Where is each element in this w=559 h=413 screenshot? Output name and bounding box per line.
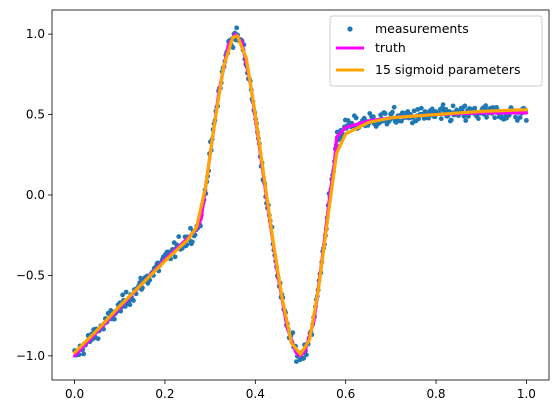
measurement-point bbox=[415, 107, 421, 112]
measurement-point bbox=[138, 275, 144, 281]
measurement-point bbox=[411, 108, 417, 114]
x-tick-label: 0.2 bbox=[155, 387, 174, 401]
line-layer bbox=[72, 32, 529, 358]
x-tick-label: 1.0 bbox=[517, 387, 536, 401]
x-tick-label: 0.8 bbox=[426, 387, 445, 401]
y-tick-label: −0.5 bbox=[16, 268, 45, 282]
measurement-point bbox=[391, 104, 397, 110]
legend: measurements truth 15 sigmoid parameters bbox=[329, 15, 543, 87]
measurement-point bbox=[462, 103, 468, 109]
y-tick-label: 0.0 bbox=[26, 188, 45, 202]
measurement-point bbox=[290, 330, 296, 336]
measurement-point bbox=[361, 115, 367, 121]
legend-label-fit: 15 sigmoid parameters bbox=[375, 62, 521, 77]
measurement-point bbox=[450, 103, 456, 109]
measurement-point bbox=[123, 289, 129, 295]
measurement-point bbox=[416, 116, 422, 122]
measurement-point bbox=[301, 355, 307, 361]
measurement-point bbox=[345, 118, 351, 123]
measurement-point bbox=[476, 116, 481, 121]
legend-box bbox=[329, 15, 543, 87]
measurement-point bbox=[524, 118, 529, 123]
y-tick-label: 1.0 bbox=[26, 27, 45, 41]
measurement-point bbox=[399, 118, 404, 124]
measurement-point bbox=[112, 316, 117, 322]
measurement-point bbox=[294, 359, 299, 364]
measurement-point bbox=[382, 111, 388, 117]
legend-marker-measurements bbox=[347, 26, 353, 32]
measurement-point bbox=[189, 239, 195, 245]
measurement-point bbox=[353, 115, 359, 121]
legend-label-truth: truth bbox=[375, 40, 406, 55]
measurement-point bbox=[448, 117, 454, 123]
measurement-point bbox=[95, 336, 101, 342]
y-axis: −1.0 −0.5 0.0 0.5 1.0 bbox=[16, 27, 52, 363]
fit-line bbox=[72, 34, 529, 356]
measurement-point bbox=[484, 114, 489, 120]
x-axis: 0.0 0.2 0.4 0.6 0.8 1.0 bbox=[65, 380, 536, 401]
measurement-point bbox=[188, 225, 193, 231]
measurement-point bbox=[492, 115, 498, 121]
measurement-point bbox=[370, 114, 376, 120]
measurement-point bbox=[234, 25, 240, 31]
measurement-point bbox=[127, 302, 133, 308]
measurement-point bbox=[429, 106, 435, 112]
legend-label-measurements: measurements bbox=[375, 21, 469, 36]
measurement-point bbox=[176, 234, 182, 240]
measurement-point bbox=[230, 45, 236, 50]
measurement-point bbox=[390, 109, 395, 115]
measurement-point bbox=[517, 115, 523, 120]
measurement-point bbox=[483, 103, 489, 109]
measurement-point bbox=[463, 118, 469, 123]
measurement-point bbox=[172, 254, 178, 260]
measurement-point bbox=[120, 292, 125, 298]
x-tick-label: 0.6 bbox=[336, 387, 355, 401]
x-tick-label: 0.0 bbox=[65, 387, 84, 401]
measurement-point bbox=[472, 105, 478, 111]
y-tick-label: −1.0 bbox=[16, 349, 45, 363]
measurement-point bbox=[303, 352, 309, 358]
measurement-point bbox=[81, 351, 87, 357]
measurement-point bbox=[131, 298, 136, 303]
y-tick-label: 0.5 bbox=[26, 108, 45, 122]
measurement-point bbox=[438, 116, 444, 122]
measurement-point bbox=[418, 105, 424, 111]
x-tick-label: 0.4 bbox=[246, 387, 265, 401]
measurement-point bbox=[440, 102, 446, 108]
